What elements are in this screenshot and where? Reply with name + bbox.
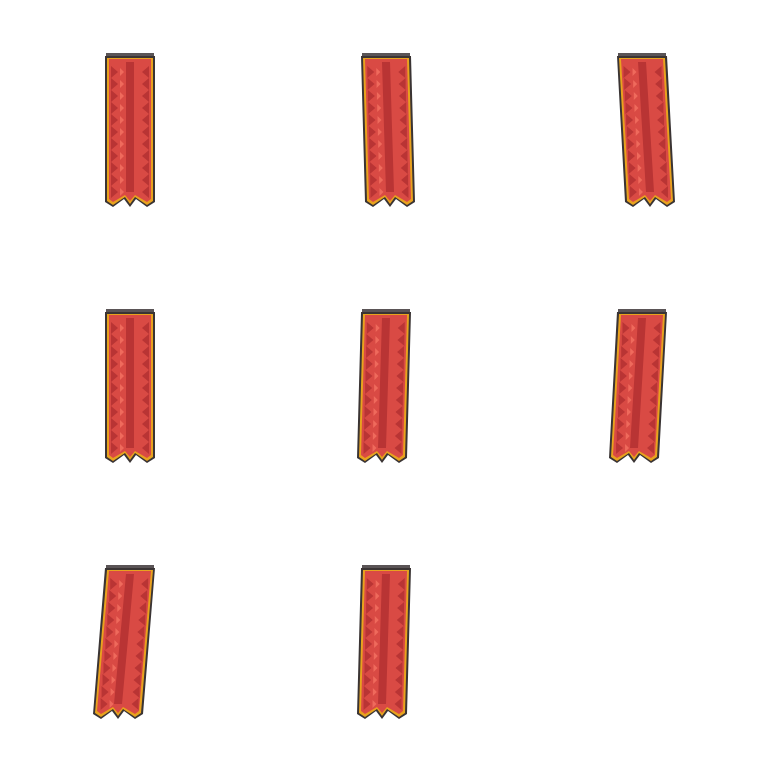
banner-icon bbox=[609, 309, 667, 463]
banner-frame bbox=[0, 512, 256, 768]
banner-frame bbox=[256, 512, 512, 768]
banner-icon bbox=[357, 309, 411, 463]
banner-icon bbox=[361, 53, 415, 207]
banner-frame bbox=[512, 0, 768, 256]
banner-icon bbox=[105, 53, 155, 207]
banner-frame bbox=[512, 256, 768, 512]
banner-frame bbox=[0, 256, 256, 512]
banner-icon bbox=[357, 565, 411, 719]
banner-frame bbox=[0, 0, 256, 256]
banner-frame bbox=[256, 0, 512, 256]
banner-icon bbox=[617, 53, 675, 207]
banner-frame bbox=[256, 256, 512, 512]
banner-icon bbox=[105, 309, 155, 463]
banner-icon bbox=[93, 565, 155, 719]
